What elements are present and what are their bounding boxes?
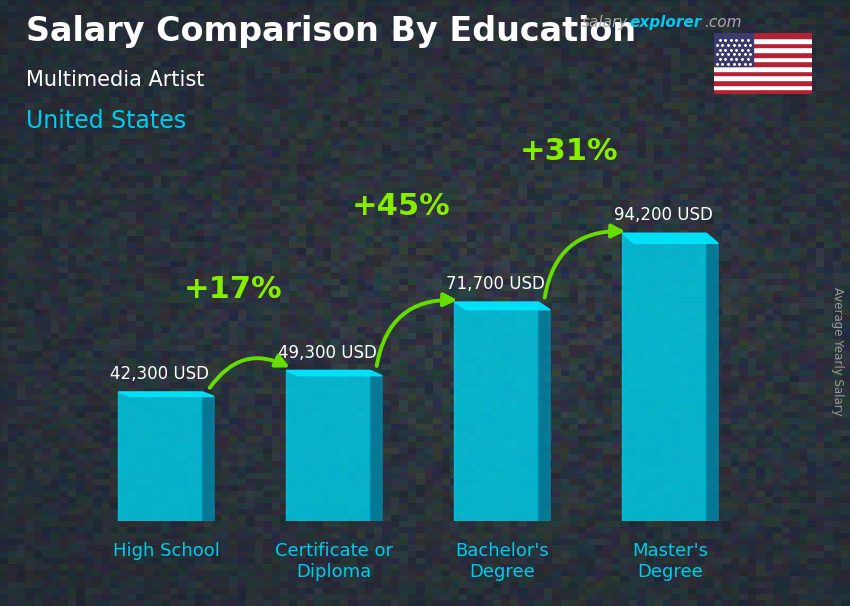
Text: Bachelor's
Degree: Bachelor's Degree [456, 542, 549, 581]
Polygon shape [286, 370, 383, 376]
Bar [714, 75, 812, 80]
Text: Certificate or
Diploma: Certificate or Diploma [275, 542, 394, 581]
Bar [714, 71, 812, 75]
Bar [714, 38, 812, 42]
Polygon shape [622, 233, 718, 244]
Text: +17%: +17% [184, 275, 283, 304]
Bar [714, 33, 753, 66]
Bar [714, 33, 812, 38]
Bar [286, 370, 371, 521]
Text: 71,700 USD: 71,700 USD [446, 275, 545, 293]
Bar [622, 233, 706, 521]
Bar [714, 52, 812, 56]
Bar [714, 42, 812, 47]
Text: +45%: +45% [352, 192, 450, 221]
Bar [455, 302, 538, 521]
Bar [714, 85, 812, 89]
Polygon shape [538, 302, 550, 521]
Text: Salary Comparison By Education: Salary Comparison By Education [26, 15, 636, 48]
Text: .com: .com [704, 15, 741, 30]
Bar [714, 89, 812, 94]
Text: Multimedia Artist: Multimedia Artist [26, 70, 204, 90]
Bar [714, 47, 812, 52]
Bar [118, 392, 202, 521]
Bar [714, 61, 812, 66]
Text: 42,300 USD: 42,300 USD [110, 365, 209, 383]
Bar [714, 66, 812, 71]
Bar [714, 56, 812, 61]
Text: Master's
Degree: Master's Degree [632, 542, 708, 581]
Text: salary: salary [582, 15, 628, 30]
Polygon shape [202, 392, 214, 521]
Polygon shape [455, 302, 550, 310]
Text: explorer: explorer [629, 15, 701, 30]
Text: Average Yearly Salary: Average Yearly Salary [830, 287, 844, 416]
Text: High School: High School [113, 542, 219, 561]
Polygon shape [706, 233, 718, 521]
Bar [714, 80, 812, 85]
Polygon shape [118, 392, 214, 396]
Polygon shape [371, 370, 383, 521]
Text: 49,300 USD: 49,300 USD [278, 344, 377, 362]
Text: United States: United States [26, 109, 185, 133]
Text: 94,200 USD: 94,200 USD [614, 207, 713, 224]
Text: +31%: +31% [520, 138, 619, 167]
